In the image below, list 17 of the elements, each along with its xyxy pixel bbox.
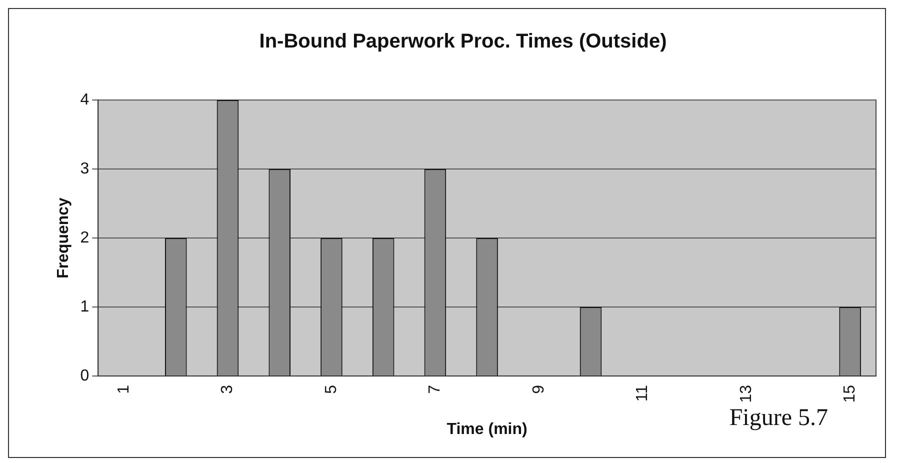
y-tick-label: 0 — [80, 367, 90, 384]
x-tick-label: 1 — [115, 384, 132, 394]
y-tick-label: 1 — [80, 298, 90, 316]
x-tick-label: 13 — [738, 384, 755, 403]
y-tick-label: 2 — [80, 229, 90, 246]
chart-title: In-Bound Paperwork Proc. Times (Outside) — [259, 30, 667, 53]
caption: Figure 5.7 — [729, 405, 828, 432]
y-tick-label: 3 — [80, 160, 90, 178]
x-tick-label: 3 — [219, 384, 236, 394]
x-tick-label: 9 — [530, 384, 548, 394]
y-axis-title: Frequency — [55, 197, 72, 278]
x-tick-label: 5 — [322, 384, 340, 394]
y-tick-label: 4 — [80, 91, 90, 108]
x-tick-label: 11 — [634, 384, 652, 402]
x-tick-label: 7 — [426, 384, 444, 394]
x-axis-title: Time (min) — [446, 420, 528, 438]
x-tick-label: 15 — [841, 384, 858, 403]
